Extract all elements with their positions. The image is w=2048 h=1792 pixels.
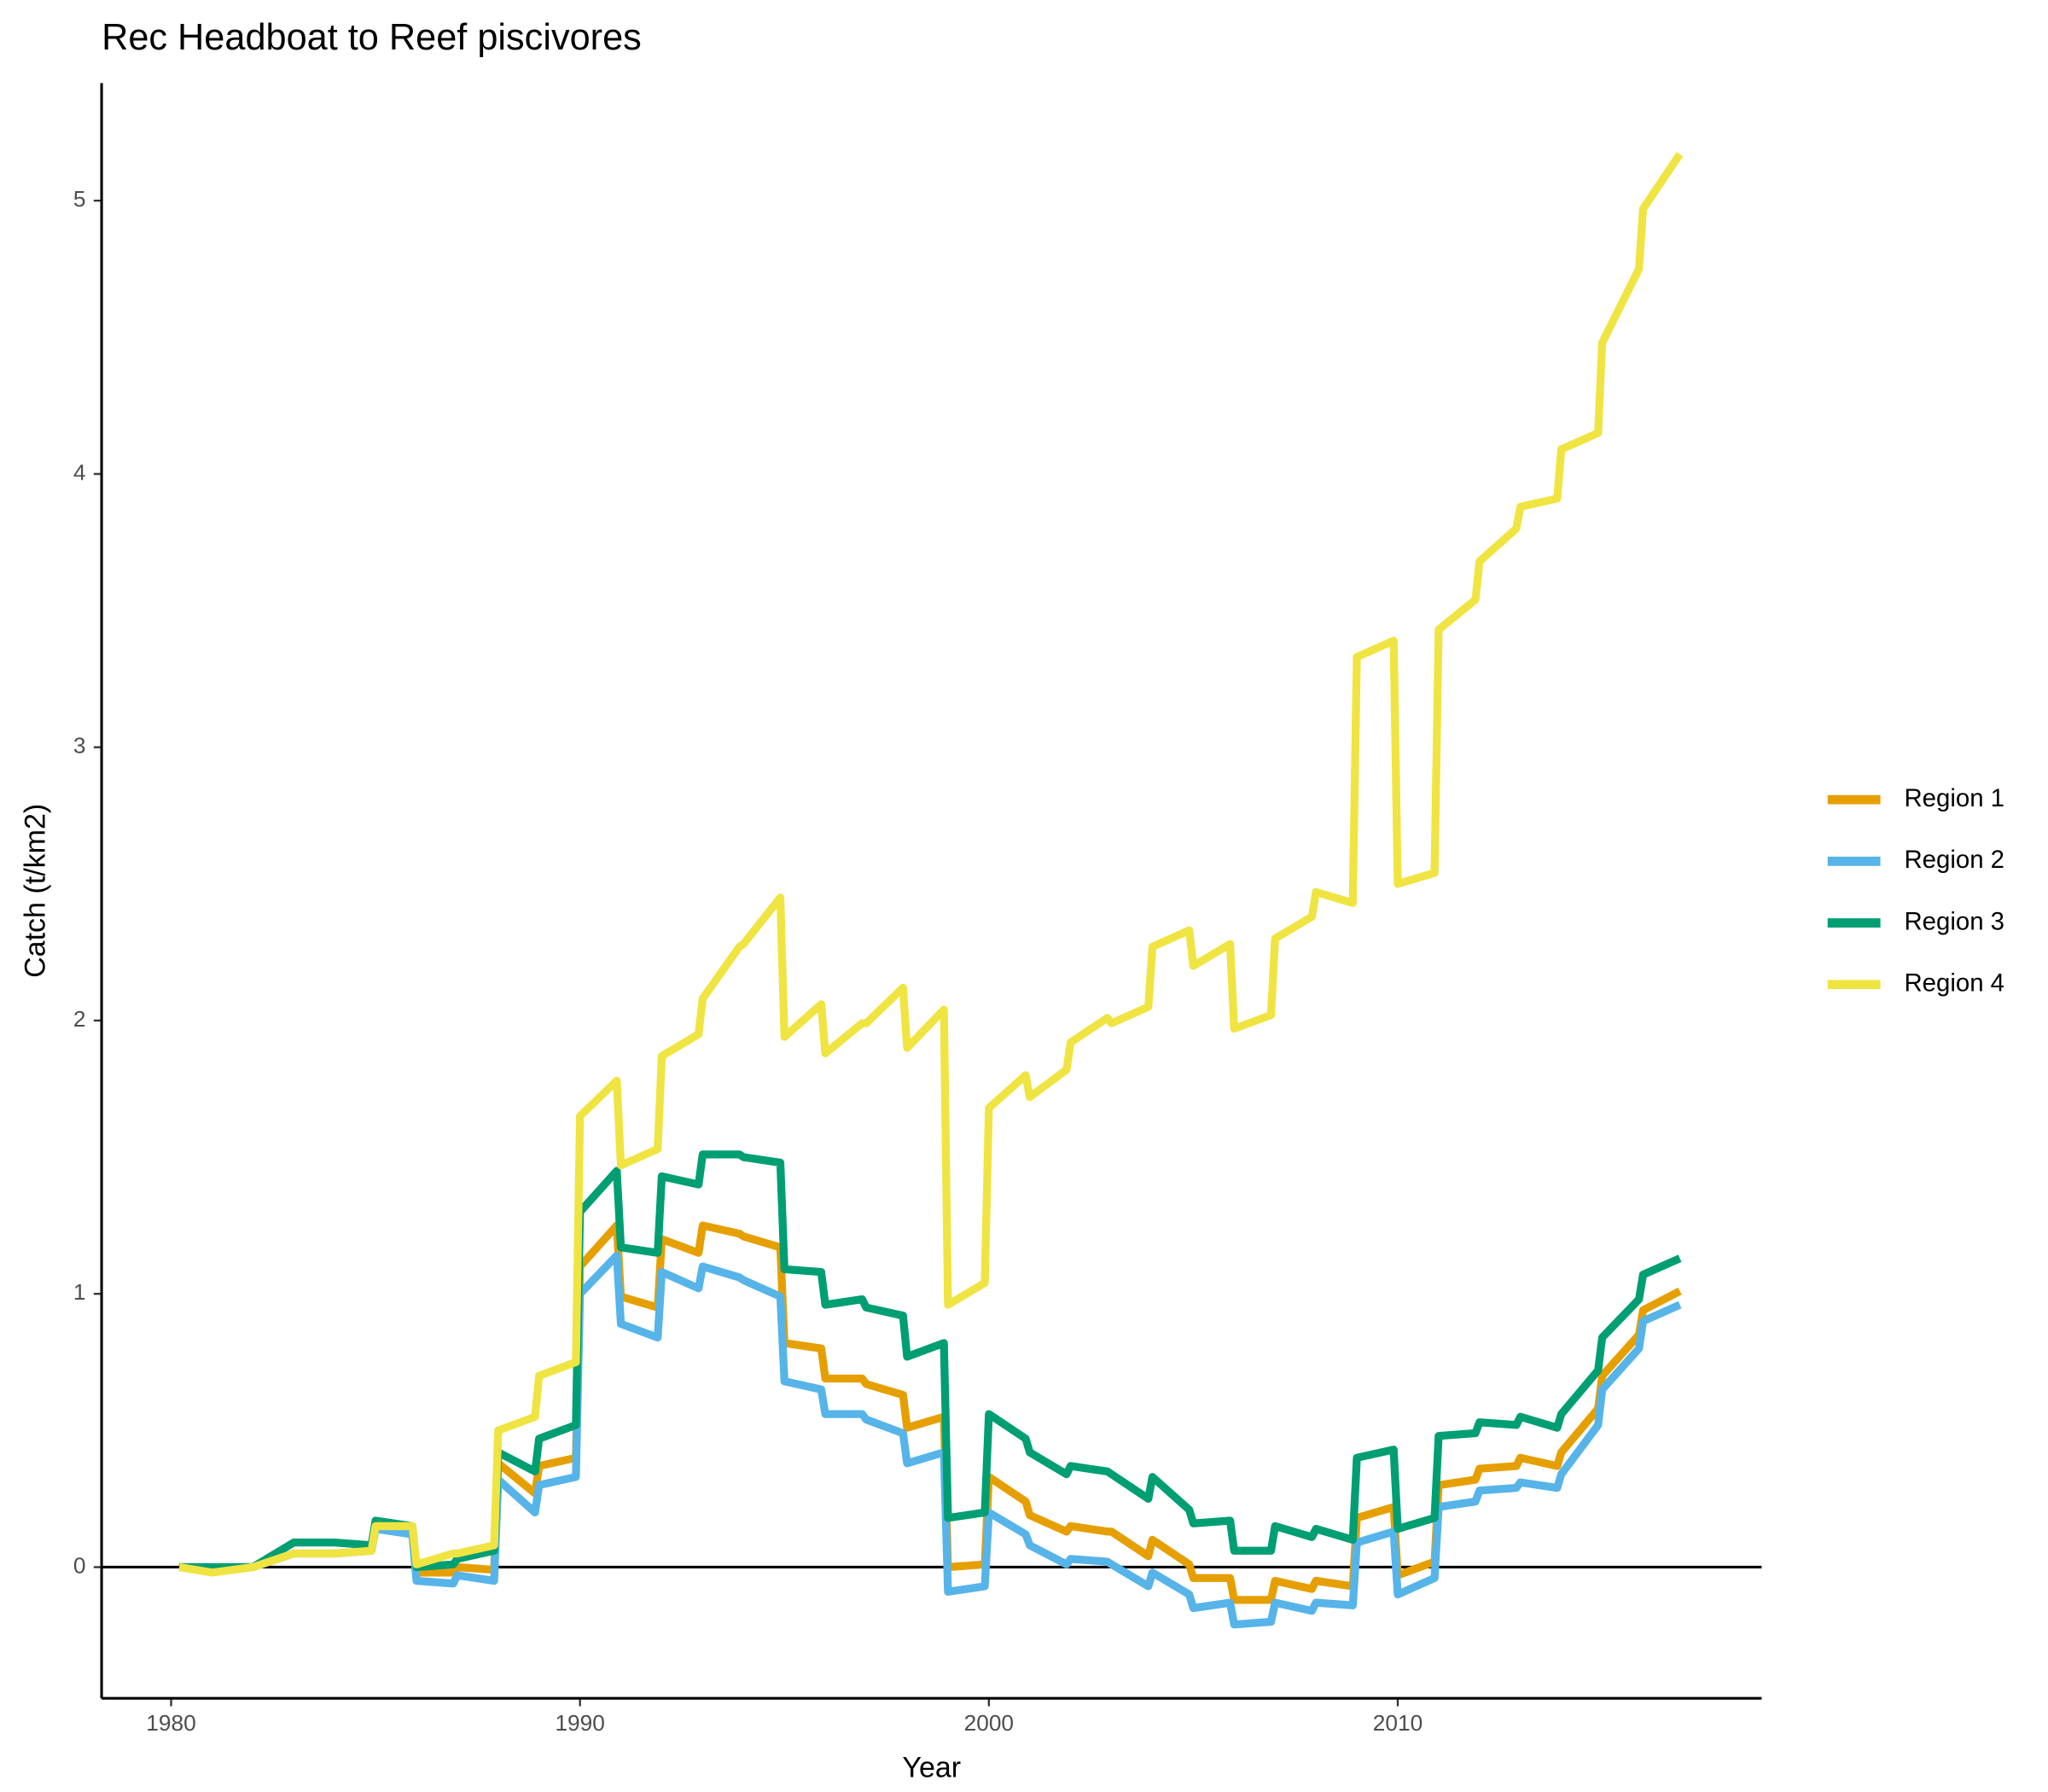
y-tick-label: 4 [73,459,86,485]
x-tick-label: 2000 [964,1710,1014,1736]
legend-label: Region 2 [1904,846,2004,874]
y-tick-label: 5 [73,186,86,212]
y-tick-label: 0 [73,1552,86,1578]
y-tick-label: 3 [73,733,86,759]
legend-label: Region 3 [1904,907,2004,935]
series-line [178,152,1684,1577]
x-axis-title: Year [902,1752,961,1784]
y-tick-label: 2 [73,1006,86,1032]
x-tick-label: 1980 [146,1710,195,1736]
y-axis-title: Catch (t/km2) [19,804,51,978]
chart-title: Rec Headboat to Reef piscivores [102,17,642,58]
x-tick-label: 1990 [555,1710,604,1736]
y-tick-label: 1 [73,1279,86,1305]
series-line [179,1251,1682,1629]
legend-label: Region 1 [1904,784,2004,812]
x-tick-label: 2010 [1373,1710,1423,1736]
series-line [179,1221,1682,1604]
legend-label: Region 4 [1904,969,2004,998]
